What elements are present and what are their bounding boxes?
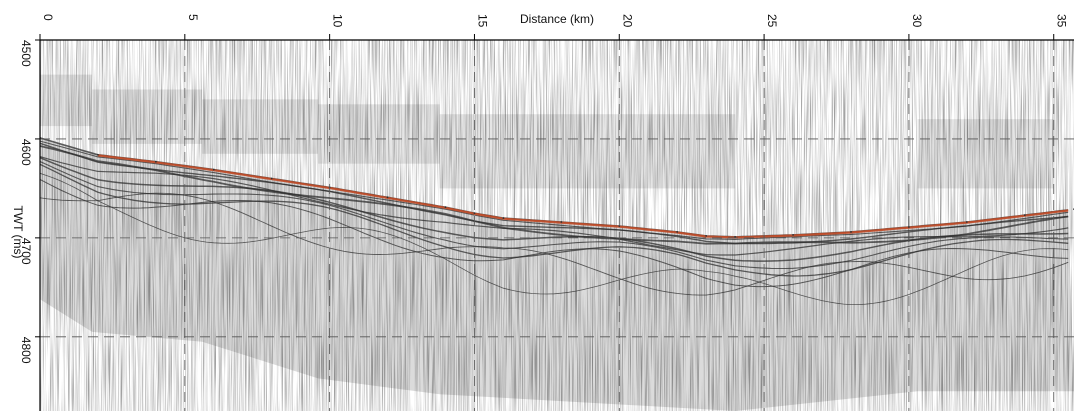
seafloor-point xyxy=(792,233,794,236)
reflector-line xyxy=(40,161,1069,270)
seismic-grain xyxy=(40,40,1074,411)
x-tick-label: 5 xyxy=(186,14,200,21)
seafloor-point xyxy=(850,231,852,233)
seafloor-point xyxy=(502,217,505,219)
seafloor-point xyxy=(154,160,157,163)
y-tick-label: 4600 xyxy=(19,139,33,166)
x-tick-label: 0 xyxy=(41,14,55,21)
reflector-line xyxy=(40,156,1069,256)
seafloor-point xyxy=(97,153,99,156)
seafloor-point xyxy=(560,221,563,223)
seafloor-point xyxy=(908,226,910,228)
axes: 0 5 10 15 20 25 30 35 4500 4600 4700 4800 xyxy=(19,14,1074,411)
reflector-line xyxy=(40,192,1069,296)
x-tick-label: 20 xyxy=(620,14,634,28)
x-tick-label: 30 xyxy=(910,14,924,28)
seafloor-point xyxy=(270,177,273,180)
x-tick-label: 25 xyxy=(765,14,779,28)
seafloor-point xyxy=(965,221,968,223)
reflector-line xyxy=(40,157,1069,262)
x-axis-label: Distance (km) xyxy=(520,12,594,26)
x-tick-label: 10 xyxy=(331,14,345,28)
y-axis-label: TWT (ms) xyxy=(11,205,25,258)
seafloor-point xyxy=(676,231,679,233)
grid-lines xyxy=(40,40,1074,411)
plot-area xyxy=(40,40,1074,411)
y-tick-label: 4700 xyxy=(19,238,33,265)
reflector-line xyxy=(40,140,1069,240)
reflector-line xyxy=(40,172,1069,305)
reflector-line xyxy=(40,142,1069,245)
seafloor-point xyxy=(734,235,737,238)
seafloor-point xyxy=(212,168,215,171)
y-tick-label: 4800 xyxy=(19,337,33,364)
x-tick-label: 35 xyxy=(1055,14,1069,28)
reflector-line xyxy=(40,145,1069,245)
seafloor-point xyxy=(1023,214,1026,217)
seafloor-reflector xyxy=(97,154,1069,239)
seismic-data-layer xyxy=(40,137,1074,305)
x-tick-label: 15 xyxy=(475,14,489,28)
seafloor-point xyxy=(444,206,447,209)
reflector-line xyxy=(40,163,1069,277)
seafloor-point xyxy=(705,234,708,237)
seafloor-point xyxy=(473,212,476,215)
y-tick-label: 4500 xyxy=(19,40,33,67)
seismic-noise-layer xyxy=(40,40,1074,411)
seafloor-point xyxy=(386,196,389,199)
